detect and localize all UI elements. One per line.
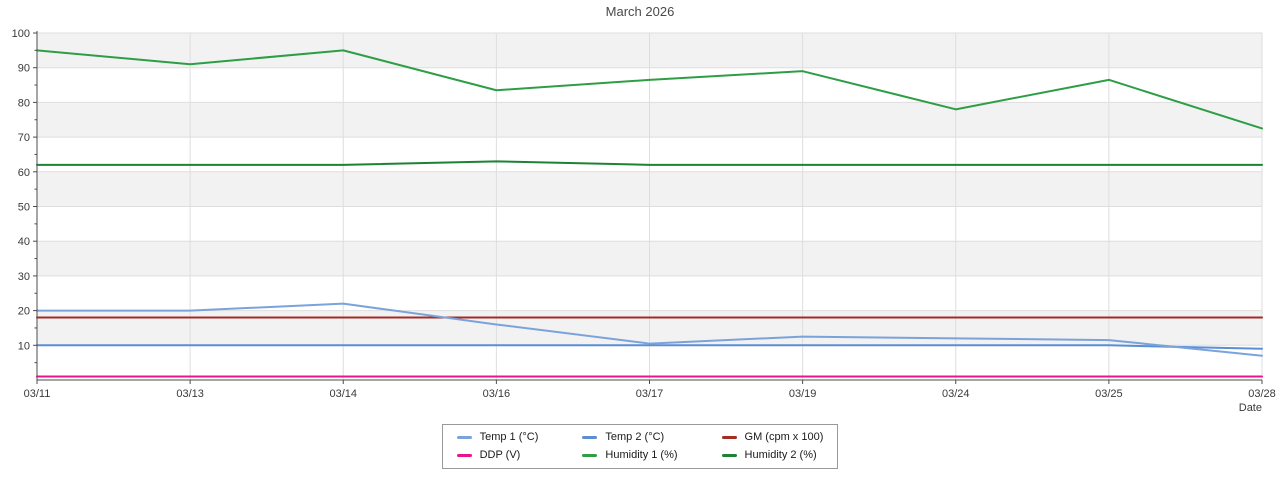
legend-label: Temp 2 (°C) [605,431,665,443]
legend-swatch [721,435,737,439]
legend-label: Humidity 2 (%) [744,449,817,461]
legend-swatch [721,453,737,457]
series-line-humidity-2- [36,160,1263,166]
y-tick-label: 90 [18,63,30,75]
legend-item: Humidity 2 (%) [721,448,824,462]
legend-item: Humidity 1 (%) [582,448,678,462]
legend-swatch [456,453,472,457]
y-tick-label: 40 [18,236,30,248]
y-tick-label: 70 [18,132,30,144]
x-tick-label: 03/17 [636,388,664,400]
legend-label: DDP (V) [479,449,521,461]
x-tick-label: 03/11 [24,388,51,400]
chart-canvas: March 2026 10 20 30 40 50 60 70 80 90 100 03/11 03/… [12,4,1276,414]
x-tick-label: 03/24 [942,388,970,400]
legend-item: Temp 2 (°C) [582,430,677,444]
x-tick-label: 03/14 [329,388,357,400]
series-line-humidity-1- [36,49,1263,130]
y-tick-label: 50 [18,202,30,214]
legend-swatch [456,435,472,439]
axes: 10 20 30 40 50 60 70 80 90 100 03/11 03/13 03/14 03/1… [12,28,1276,400]
legend-label: Humidity 1 (%) [605,449,678,461]
x-axis-title: Date [1239,402,1262,414]
legend-item: DDP (V) [456,448,539,462]
legend-swatch [582,453,598,457]
data-series-lines [36,49,1263,378]
legend: Temp 1 (°C) Temp 2 (°C) GM (cpm x 100) DDP … [0,424,1280,469]
legend-label: GM (cpm x 100) [744,431,824,443]
legend-swatch [582,435,598,439]
y-tick-label: 30 [18,271,30,283]
y-tick-label: 60 [18,167,30,179]
x-tick-label: 03/13 [176,388,204,400]
legend-item: GM (cpm x 100) [721,430,824,444]
legend-label: Temp 1 (°C) [479,431,539,443]
gridlines [36,32,1263,380]
series-line-temp-2-c- [36,344,1263,350]
chart-title: March 2026 [606,4,675,19]
x-tick-label: 03/25 [1095,388,1123,400]
y-tick-label: 10 [18,340,30,352]
series-line-temp-1-c- [36,302,1263,357]
y-tick-label: 100 [12,28,30,40]
line-chart: March 2026 10 20 30 40 50 60 70 80 90 100 03/11 03/… [12,4,1276,414]
x-tick-label: 03/16 [483,388,511,400]
y-tick-label: 20 [18,306,30,318]
legend-box: Temp 1 (°C) Temp 2 (°C) GM (cpm x 100) DDP … [441,424,839,469]
y-tick-label: 80 [18,97,30,109]
x-tick-label: 03/19 [789,388,817,400]
x-tick-label: 03/28 [1248,388,1276,400]
legend-item: Temp 1 (°C) [456,430,539,444]
